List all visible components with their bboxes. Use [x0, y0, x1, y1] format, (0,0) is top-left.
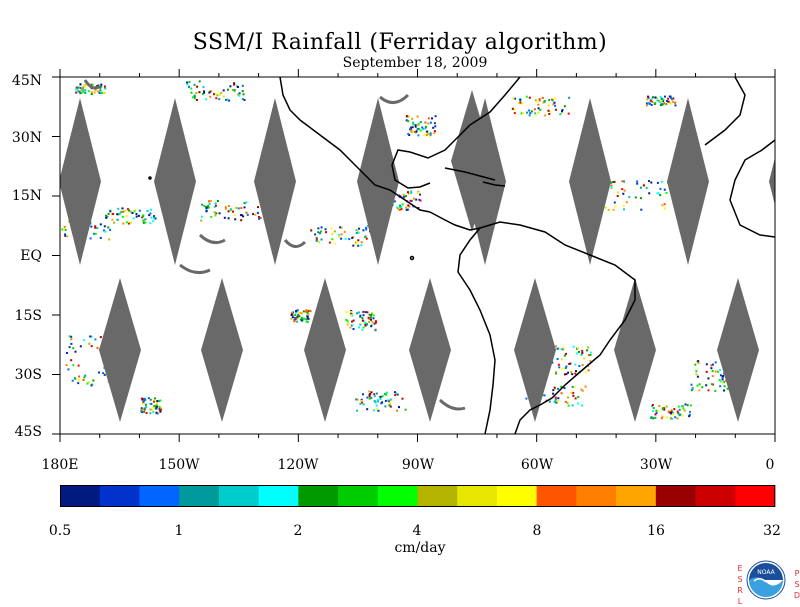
map-title: SSM/I Rainfall (Ferriday algorithm) [192, 30, 608, 55]
lon-label-60w: 60W [520, 457, 554, 473]
swath-gap [357, 98, 399, 265]
lat-label-15n: 15N [11, 188, 42, 204]
lon-label-120w: 120W [277, 457, 319, 473]
coastlines [148, 77, 775, 434]
colorbar-units: cm/day [394, 540, 446, 556]
swath-gap [451, 90, 493, 232]
noaa-logo-text: NOAA [757, 569, 775, 576]
colorbar-swatch [417, 485, 458, 507]
colorbar-swatch [496, 485, 538, 507]
swath-gap [514, 278, 556, 422]
colorbar-swatch [99, 485, 140, 507]
colorbar-swatch [338, 485, 379, 507]
swath-gap [304, 278, 346, 422]
lon-label-90w: 90W [401, 457, 435, 473]
colorbar-swatch [576, 485, 617, 507]
swath-gap [409, 278, 451, 422]
colorbar-swatch [218, 485, 260, 507]
colorbar-swatch [298, 485, 339, 507]
swath-gap [99, 278, 141, 422]
lat-label-30s: 30S [14, 367, 42, 383]
colorbar-tick-8: 8 [532, 523, 542, 539]
swath-gap [254, 98, 296, 265]
swath-gap [667, 98, 709, 265]
swath-edge [283, 238, 307, 248]
swath-edge [379, 93, 410, 104]
colorbar-swatch [655, 485, 697, 507]
swath-gap [569, 98, 611, 265]
lon-label-150w: 150W [158, 457, 200, 473]
colorbar-tick-2: 2 [293, 523, 303, 539]
lon-label-0: 0 [765, 457, 775, 473]
swath-gap [614, 278, 656, 422]
colorbar [60, 485, 776, 507]
colorbar-swatch [735, 485, 776, 507]
lat-label-45s: 45S [14, 424, 42, 440]
colorbar-swatch [695, 485, 736, 507]
map-date: September 18, 2009 [342, 55, 488, 71]
swath-gap [769, 157, 775, 206]
colorbar-swatch [616, 485, 657, 507]
swath-gap [201, 278, 243, 422]
colorbar-swatch [179, 485, 220, 507]
lat-label-eq: EQ [20, 248, 42, 264]
colorbar-swatch [60, 485, 101, 507]
lon-label-180e: 180E [41, 457, 79, 473]
swath-edge [179, 263, 211, 275]
swath-gap [60, 98, 101, 265]
colorbar-swatch [536, 485, 577, 507]
colorbar-tick-4: 4 [412, 523, 422, 539]
swath-edge [198, 233, 226, 245]
axis-ticks [52, 69, 776, 442]
colorbar-tick-0-5: 0.5 [48, 523, 72, 539]
lat-label-15s: 15S [14, 308, 42, 324]
swath-edge [83, 79, 101, 90]
lon-label-30w: 30W [639, 457, 673, 473]
swath-gap [717, 278, 759, 422]
colorbar-swatch [377, 485, 418, 507]
colorbar-swatch [457, 485, 498, 507]
colorbar-swatch [139, 485, 180, 507]
lat-label-30n: 30N [11, 130, 42, 146]
swath-edge [438, 398, 466, 411]
colorbar-tick-16: 16 [647, 523, 665, 539]
lat-label-45n: 45N [11, 73, 42, 89]
noaa-logo: NOAA [746, 560, 786, 600]
colorbar-tick-32: 32 [763, 523, 781, 539]
colorbar-tick-1: 1 [174, 523, 184, 539]
swath-gap [154, 98, 196, 265]
swath-gaps [60, 79, 775, 422]
colorbar-swatch [258, 485, 299, 507]
